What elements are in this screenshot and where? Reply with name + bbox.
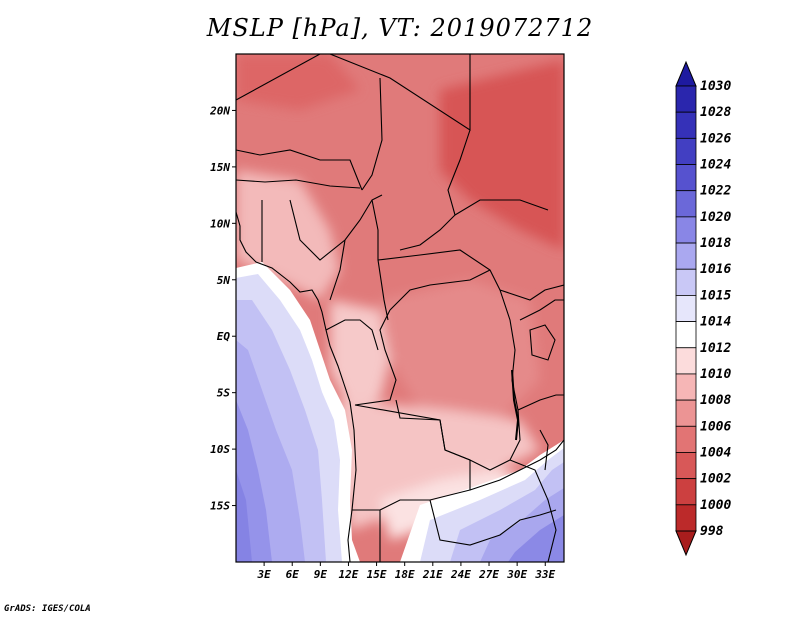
- colorbar-label: 1028: [700, 105, 731, 120]
- colorbar-label: 1008: [700, 393, 731, 408]
- lon-label: 15E: [367, 568, 387, 581]
- colorbar-label: 1015: [700, 288, 731, 303]
- colorbar-label: 1010: [700, 367, 731, 382]
- borders: [236, 54, 564, 562]
- lon-label: 24E: [450, 568, 471, 581]
- colorbar-label: 1002: [700, 472, 731, 487]
- colorbar-label: 1018: [700, 236, 731, 251]
- lon-label: 27E: [478, 568, 499, 581]
- lon-label: 33E: [534, 568, 555, 581]
- grads-credit: GrADS: IGES/COLA: [4, 604, 91, 614]
- lat-label: 15N: [210, 161, 230, 174]
- colorbar-bin: [675, 478, 697, 506]
- lat-label: 10N: [210, 217, 230, 230]
- lat-label: 5N: [217, 274, 231, 287]
- colorbar-label: 1030: [700, 79, 731, 94]
- lon-label: 12E: [339, 568, 359, 581]
- colorbar-bin: [675, 452, 697, 480]
- colorbar-label: 1012: [700, 341, 731, 356]
- latitude-axis: 20N 15N 10N 5N EQ 5S 10S 15S: [209, 104, 236, 513]
- pressure-field: [236, 54, 564, 562]
- colorbar-label: 1006: [700, 419, 731, 434]
- colorbar-label: 1016: [700, 262, 731, 277]
- colorbar-bin: [675, 268, 697, 296]
- colorbar-top-arrow: [675, 60, 697, 87]
- colorbar-bin: [675, 137, 697, 165]
- colorbar-label: 1020: [700, 210, 731, 225]
- lon-label: 6E: [286, 568, 300, 581]
- colorbar-bin: [675, 295, 697, 322]
- colorbar-bin: [675, 85, 697, 113]
- colorbar-bin: [675, 190, 697, 218]
- colorbar-bin: [675, 399, 697, 427]
- lon-label: 21E: [422, 568, 443, 581]
- lat-label: 10S: [210, 443, 230, 456]
- longitude-axis: 3E 6E 9E 12E 15E 18E 21E 24E 27E 30E 33E: [256, 562, 556, 581]
- colorbar-label: 1024: [700, 158, 731, 173]
- colorbar-bin: [675, 373, 697, 401]
- lat-label: EQ: [217, 330, 231, 343]
- colorbar-bin: [675, 425, 697, 453]
- lon-label: 9E: [314, 568, 328, 581]
- lat-label: 20N: [209, 104, 230, 117]
- colorbar-bin: [675, 111, 697, 139]
- colorbar-bin: [675, 347, 697, 375]
- colorbar-label: 1014: [700, 315, 731, 330]
- lon-label: 18E: [395, 568, 415, 581]
- colorbar: 1030 1028 1026 1024 1022 1020 1018 1016 1015 1014…: [675, 60, 731, 557]
- colorbar-bin: [675, 242, 697, 270]
- colorbar-label: 1004: [700, 445, 731, 460]
- lat-label: 5S: [217, 387, 231, 400]
- colorbar-bin: [675, 216, 697, 244]
- lat-label: 15S: [210, 500, 230, 513]
- colorbar-bin: [675, 164, 697, 192]
- lon-label: 30E: [506, 568, 527, 581]
- colorbar-label: 1000: [700, 498, 731, 513]
- map-frame: [235, 53, 565, 563]
- colorbar-bottom-arrow: [675, 530, 697, 557]
- lon-label: 3E: [256, 568, 271, 581]
- colorbar-label: 998: [700, 524, 724, 539]
- colorbar-label: 1026: [700, 131, 731, 146]
- colorbar-label: 1022: [700, 184, 731, 199]
- colorbar-bin: [675, 321, 697, 349]
- map-title: MSLP [hPa], VT: 2019072712: [206, 14, 594, 42]
- colorbar-bin: [675, 504, 697, 532]
